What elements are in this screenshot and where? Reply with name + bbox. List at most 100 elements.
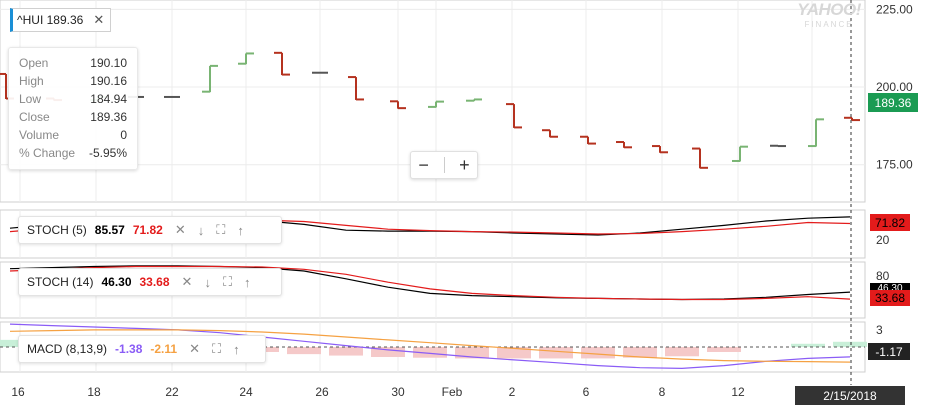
price-axis-label: 225.00 <box>876 2 913 16</box>
ohlc-bar <box>428 100 444 108</box>
expand-icon[interactable]: ⛶ <box>212 341 222 356</box>
ohlc-key: % Change <box>19 146 76 160</box>
stoch5-k-value: 85.57 <box>94 223 125 237</box>
macd-histogram-bar <box>371 347 405 357</box>
ohlc-bar <box>808 118 824 148</box>
ohlc-bar <box>506 103 522 129</box>
ohlc-value: -5.95% <box>88 146 127 160</box>
stoch14-d-tag: 33.68 <box>870 290 910 306</box>
crosshair-date-value: 2/15/2018 <box>823 388 877 403</box>
ohlc-key: Volume <box>19 128 60 142</box>
macd-axis-label: 3 <box>876 323 883 337</box>
current-price-value: 189.36 <box>874 95 912 110</box>
zoom-in-button[interactable]: + <box>459 154 470 175</box>
macd-tag-value: -1.17 <box>875 344 903 359</box>
x-axis-label: Feb <box>442 385 463 399</box>
macd-histogram-bar <box>833 341 867 347</box>
current-price-tag: 189.36 <box>868 93 918 112</box>
ohlc-value: 190.10 <box>90 56 127 70</box>
stoch5-axis-label: 20 <box>876 233 890 247</box>
macd-histogram-bar <box>665 347 699 357</box>
ohlc-row-close: Close 189.36 <box>9 108 137 126</box>
macd-name: MACD (8,13,9) <box>27 342 108 356</box>
macd-histogram-bar <box>707 347 741 352</box>
yahoo-finance-watermark: YAHOO! FINANCE <box>794 0 864 32</box>
ohlc-bar <box>348 76 364 101</box>
ohlc-row-change: % Change -5.95% <box>9 144 137 162</box>
macd-histogram-bar <box>623 347 657 358</box>
x-axis-label: 22 <box>165 385 179 399</box>
zoom-control: − + <box>410 151 478 179</box>
x-axis-label: 30 <box>391 385 405 399</box>
stoch14-k-tag-value: 46.30 <box>877 283 903 293</box>
macd-histogram-bar <box>287 347 321 355</box>
x-axis-label: 24 <box>239 385 253 399</box>
ohlc-key: Open <box>19 56 49 70</box>
macd-histogram-bar <box>581 347 615 359</box>
ticker-chip[interactable]: ^HUI 189.36 ✕ <box>10 8 112 32</box>
arrow-down-icon[interactable]: ↓ <box>197 222 205 238</box>
macd-histogram-bar <box>0 339 27 347</box>
close-icon[interactable]: ✕ <box>93 12 105 27</box>
ohlc-bar <box>202 64 218 93</box>
ohlc-bar <box>652 145 668 154</box>
ohlc-bar <box>732 145 748 162</box>
ticker-label: ^HUI 189.36 <box>17 13 84 27</box>
x-axis-label: 16 <box>11 385 25 399</box>
ohlc-key: Low <box>19 92 42 106</box>
x-axis-label: 6 <box>583 385 590 399</box>
stoch5-tag-value: 71.82 <box>874 215 906 230</box>
expand-icon[interactable]: ⛶ <box>222 274 233 289</box>
ohlc-row-open: Open 190.10 <box>9 54 137 72</box>
series-line-signal <box>9 329 851 363</box>
ohlc-value: 0 <box>120 128 127 142</box>
ohlc-bar <box>164 95 180 98</box>
ohlc-row-low: Low 184.94 <box>9 90 137 108</box>
stoch14-d-value: 33.68 <box>139 275 170 289</box>
ohlc-bar <box>466 98 482 102</box>
arrow-up-icon[interactable]: ↑ <box>244 274 251 290</box>
ohlc-key: Close <box>19 110 50 124</box>
stoch5-name: STOCH (5) <box>27 223 87 237</box>
arrow-up-icon[interactable]: ↑ <box>233 341 240 357</box>
macd-histogram-bar <box>329 347 363 356</box>
x-axis-label: 26 <box>315 385 329 399</box>
ohlc-value: 189.36 <box>90 110 127 124</box>
close-icon[interactable]: ✕ <box>181 274 193 289</box>
ohlc-bar <box>238 52 254 65</box>
macd-histogram-bar <box>791 343 825 347</box>
close-icon[interactable]: ✕ <box>189 341 200 356</box>
expand-icon[interactable]: ⛶ <box>216 222 226 237</box>
stoch14-axis-label: 80 <box>876 269 890 283</box>
ohlc-value: 190.16 <box>90 74 127 88</box>
ohlc-key: High <box>19 74 44 88</box>
crosshair-date-label: 2/15/2018 <box>795 386 905 405</box>
ohlc-bar <box>274 51 290 76</box>
stoch5-legend: STOCH (5) 85.57 71.82 ✕ ↓ ⛶ ↑ <box>18 216 282 244</box>
arrow-down-icon[interactable]: ↓ <box>204 274 211 290</box>
ohlc-bar <box>580 135 596 145</box>
zoom-out-button[interactable]: − <box>418 154 429 175</box>
watermark-brand: YAHOO! <box>797 0 861 19</box>
macd-histogram-bar <box>455 347 489 359</box>
arrow-up-icon[interactable]: ↑ <box>237 222 244 238</box>
stoch14-k-tag: 46.30 <box>870 283 910 293</box>
ohlc-row-high: High 190.16 <box>9 72 137 90</box>
zoom-divider <box>443 157 445 173</box>
series-line-d <box>9 265 851 301</box>
close-icon[interactable]: ✕ <box>174 222 186 237</box>
macd-histogram-bar <box>539 347 573 359</box>
macd-histogram-bar <box>413 347 447 358</box>
macd-value: -1.38 <box>115 342 143 356</box>
ohlc-bar <box>844 116 860 122</box>
x-axis-label: 2 <box>509 385 516 399</box>
macd-legend: MACD (8,13,9) -1.38 -2.11 ✕ ⛶ ↑ <box>18 335 266 363</box>
ohlc-bar <box>770 144 786 148</box>
ohlc-bar <box>312 71 328 74</box>
stoch5-tag: 71.82 <box>870 214 910 231</box>
macd-tag: -1.17 <box>868 343 910 360</box>
watermark-sub: FINANCE <box>804 20 854 29</box>
stoch14-legend: STOCH (14) 46.30 33.68 ✕ ↓ ⛶ ↑ <box>18 268 282 296</box>
ohlc-bar <box>616 141 632 149</box>
